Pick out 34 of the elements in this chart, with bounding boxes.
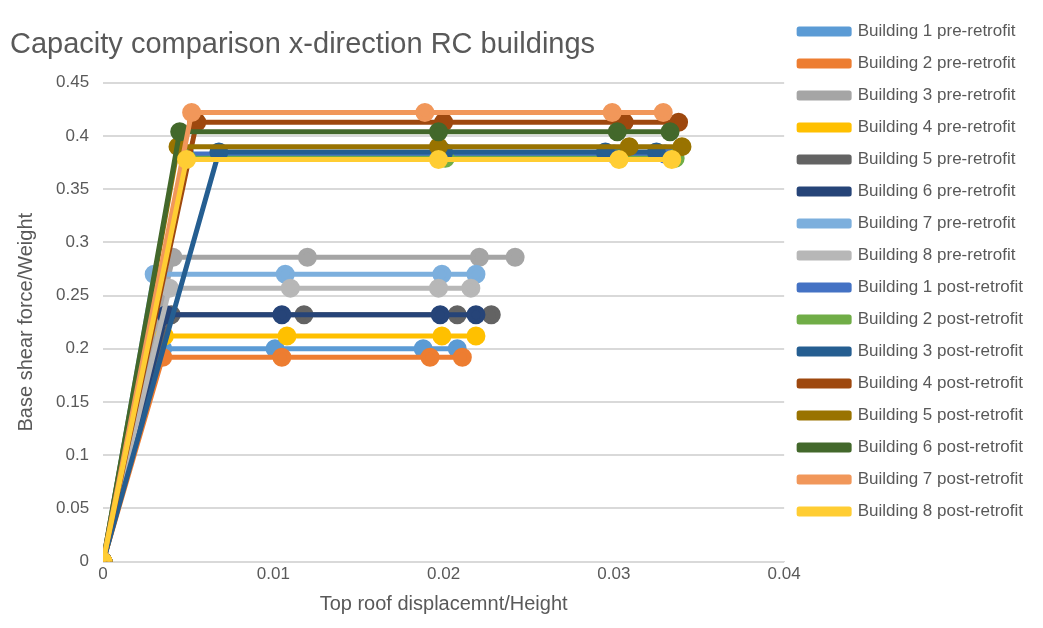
y-tick-label: 0.4 bbox=[65, 125, 90, 145]
y-tick-label: 0.15 bbox=[55, 391, 90, 411]
y-axis-title: Base shear force/Weight bbox=[13, 212, 36, 432]
x-tick-label: 0.03 bbox=[597, 564, 631, 584]
y-tick-label: 0.3 bbox=[65, 232, 90, 252]
legend-label: Building 8 post-retrofit bbox=[857, 501, 1024, 521]
y-tick-label: 0.35 bbox=[55, 178, 90, 198]
legend-label: Building 7 pre-retrofit bbox=[857, 213, 1016, 233]
legend-label: Building 6 pre-retrofit bbox=[857, 181, 1016, 201]
x-tick-label: 0.01 bbox=[256, 564, 290, 584]
legend-label: Building 3 post-retrofit bbox=[857, 341, 1024, 361]
x-tick-label: 0.04 bbox=[767, 564, 801, 584]
y-tick-label: 0.2 bbox=[65, 338, 90, 358]
y-tick-label: 0.25 bbox=[55, 285, 90, 305]
x-tick-label: 0.02 bbox=[427, 564, 461, 584]
legend-label: Building 5 pre-retrofit bbox=[857, 149, 1016, 169]
legend-label: Building 8 pre-retrofit bbox=[857, 245, 1016, 265]
legend-label: Building 7 post-retrofit bbox=[857, 469, 1024, 489]
legend-label: Building 3 pre-retrofit bbox=[857, 85, 1016, 105]
legend-label: Building 6 post-retrofit bbox=[857, 437, 1024, 457]
legend-label: Building 2 pre-retrofit bbox=[857, 53, 1016, 73]
legend-label: Building 5 post-retrofit bbox=[857, 405, 1024, 425]
legend-label: Building 4 post-retrofit bbox=[857, 373, 1024, 393]
legend-label: Building 2 post-retrofit bbox=[857, 309, 1024, 329]
y-tick-label: 0.1 bbox=[65, 444, 90, 464]
legend-label: Building 4 pre-retrofit bbox=[857, 117, 1016, 137]
y-tick-label: 0.45 bbox=[55, 72, 90, 92]
legend-label: Building 1 post-retrofit bbox=[857, 277, 1024, 297]
y-tick-label: 0.05 bbox=[55, 498, 90, 518]
chart-title: Capacity comparison x-direction RC buildings bbox=[10, 27, 596, 60]
legend-label: Building 1 pre-retrofit bbox=[857, 21, 1016, 41]
y-tick-label: 0 bbox=[79, 551, 90, 571]
x-tick-label: 0 bbox=[98, 564, 108, 584]
x-axis-title: Top roof displacemnt/Height bbox=[319, 591, 569, 614]
